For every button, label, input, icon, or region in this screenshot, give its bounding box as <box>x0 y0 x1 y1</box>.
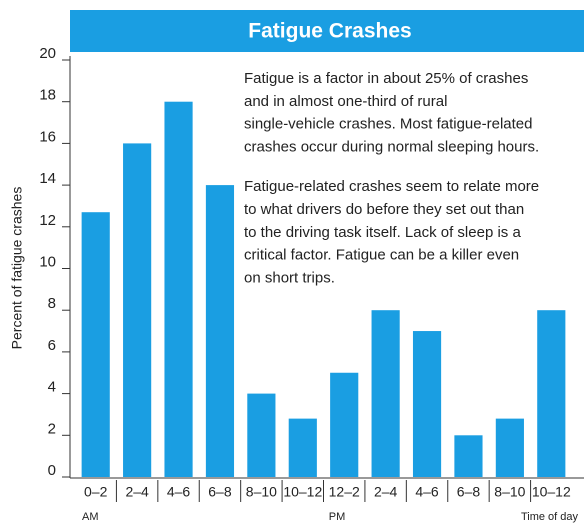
bar <box>123 143 152 477</box>
annotation-line: Fatigue-related crashes seem to relate m… <box>244 178 539 195</box>
y-tick-label: 16 <box>39 128 56 145</box>
x-tick-label: 6–8 <box>208 484 232 500</box>
x-axis-label: Time of day <box>521 511 579 523</box>
bar <box>412 331 442 477</box>
bar <box>454 435 483 477</box>
x-tick-label: 10–12 <box>283 484 322 500</box>
y-tick-label: 6 <box>48 337 56 354</box>
bar <box>81 212 110 477</box>
y-axis-label: Percent of fatigue crashes <box>9 187 25 350</box>
bar <box>537 310 566 477</box>
x-tick-label: 2–4 <box>374 484 398 500</box>
annotation-line: crashes occur during normal sleeping hou… <box>244 138 539 155</box>
bar <box>288 418 317 477</box>
y-tick-label: 10 <box>39 253 56 270</box>
x-tick-label: 8–10 <box>246 484 277 500</box>
annotation-line: Fatigue is a factor in about 25% of cras… <box>244 70 528 87</box>
y-tick-label: 12 <box>39 212 56 229</box>
x-tick-label: 6–8 <box>457 484 481 500</box>
y-tick-label: 14 <box>39 170 56 187</box>
annotation-line: and in almost one-third of rural <box>244 93 447 110</box>
x-tick-label: 10–12 <box>532 484 571 500</box>
x-tick-label: 0–2 <box>84 484 108 500</box>
y-tick-label: 20 <box>39 45 56 62</box>
x-tick-label: 4–6 <box>415 484 439 500</box>
x-tick-label: 12–2 <box>329 484 360 500</box>
y-tick-label: 8 <box>48 295 56 312</box>
y-tick-label: 0 <box>48 462 56 479</box>
annotation-line: single-vehicle crashes. Most fatigue-rel… <box>244 116 532 133</box>
bar <box>164 101 193 477</box>
annotation-line: to what drivers do before they set out t… <box>244 201 524 218</box>
y-tick-label: 18 <box>39 87 56 104</box>
y-tick-label: 4 <box>48 379 56 396</box>
period-label: AM <box>82 511 99 523</box>
bar <box>247 393 276 477</box>
annotation-line: to the driving task itself. Lack of slee… <box>244 224 521 241</box>
bar <box>371 310 400 477</box>
x-tick-label: 8–10 <box>494 484 525 500</box>
annotation-line: on short trips. <box>244 269 335 286</box>
annotation-line: critical factor. Fatigue can be a killer… <box>244 247 519 264</box>
title-banner <box>70 10 584 52</box>
period-label: PM <box>329 511 346 523</box>
chart-title: Fatigue Crashes <box>248 20 411 43</box>
y-tick-label: 2 <box>48 420 56 437</box>
x-tick-label: 2–4 <box>125 484 149 500</box>
bar <box>205 185 235 477</box>
bar <box>330 372 359 477</box>
bar <box>495 418 524 477</box>
x-tick-label: 4–6 <box>167 484 191 500</box>
